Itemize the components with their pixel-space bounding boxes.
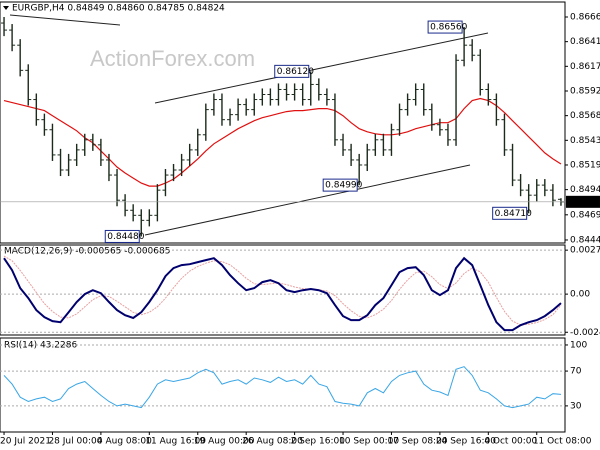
y-tick-label: -0.002407 [570, 328, 600, 338]
menu-arrow [3, 6, 9, 10]
y-tick-label: 30 [570, 401, 582, 411]
y-tick-label: 0.002775 [570, 246, 600, 256]
y-tick-label: 0.86415 [570, 37, 600, 47]
x-tick-label: 2 Sep 16:00 [291, 437, 346, 447]
x-tick-label: 10 Sep 00:00 [339, 437, 399, 447]
trend-line [9, 14, 121, 26]
series-line [3, 255, 562, 326]
price-label-box [322, 178, 358, 192]
x-tick-label: 24 Sep 16:00 [436, 437, 496, 447]
price-label: 0.84990 [325, 181, 362, 191]
macd-panel [0, 244, 566, 336]
y-tick-label: 0.84445 [570, 235, 600, 245]
macd-title: MACD(12,26,9) -0.000565 -0.000685 [4, 247, 170, 257]
y-tick-label: 0.84945 [570, 185, 600, 195]
x-tick-label: 19 Aug 00:00 [194, 437, 255, 447]
price-panel [0, 1, 566, 244]
price-label: 0.86560 [430, 23, 467, 33]
x-tick-label: 20 Jul 2021 [0, 437, 51, 447]
y-tick-label: 70 [570, 367, 582, 377]
watermark: ActionForex.com [90, 46, 255, 71]
channel-lower [144, 164, 471, 236]
price-label-box [492, 206, 528, 220]
x-tick-label: 4 Oct 00:00 [484, 437, 537, 447]
price-label-box [104, 229, 140, 243]
current-price-label: 0.84824 [568, 197, 600, 207]
price-label-box [427, 20, 463, 34]
rsi-title: RSI(14) 43.2286 [4, 341, 77, 351]
series-line [3, 366, 562, 409]
y-tick-label: 0.85925 [570, 86, 600, 96]
channel-upper [154, 32, 489, 104]
series-line [3, 97, 562, 187]
x-tick-label: 11 Oct 08:00 [533, 437, 592, 447]
y-tick-label: 100 [570, 340, 587, 350]
price-label: 0.84710 [495, 209, 532, 219]
y-tick-label: 0.85435 [570, 136, 600, 146]
y-tick-label: 0.84695 [570, 210, 600, 220]
rsi-panel [0, 337, 566, 433]
series-line [3, 256, 562, 332]
price-label: 0.86120 [277, 67, 314, 77]
x-tick-label: 17 Sep 08:00 [387, 437, 447, 447]
x-tick-label: 26 Aug 08:00 [242, 437, 303, 447]
price-label-box [274, 64, 310, 78]
x-tick-label: 28 Jul 00:00 [48, 437, 102, 447]
x-tick-label: 4 Aug 08:00 [97, 437, 152, 447]
chart-title: EURGBP,H4 0.84849 0.84860 0.84785 0.8482… [12, 4, 225, 14]
y-tick-label: 0.00 [570, 290, 590, 300]
x-tick-label: 11 Aug 16:00 [145, 437, 206, 447]
current-price-tag [566, 195, 600, 208]
price-label: 0.84480 [107, 232, 144, 242]
